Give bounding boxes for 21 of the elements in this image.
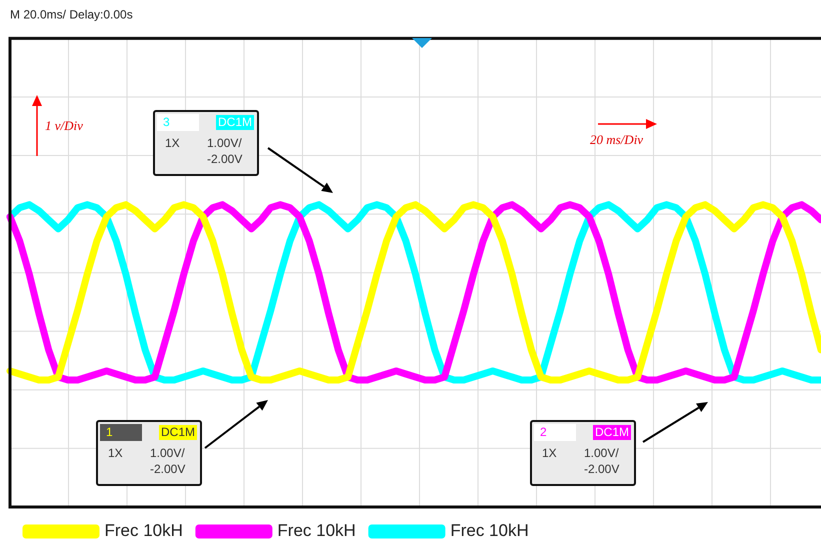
chart-title: M 20.0ms/ Delay:0.00s	[10, 8, 133, 22]
text: 1 v/Div	[45, 118, 83, 134]
text: 1X	[165, 136, 180, 150]
annotation: 1.00V/	[150, 446, 185, 460]
text: 3	[157, 114, 199, 131]
text: 1.00V/	[207, 136, 242, 150]
annotation: DC1M	[592, 425, 631, 440]
annotation: 1	[100, 424, 142, 441]
legend-label: Frec 10kH	[277, 521, 356, 540]
legend-label: Frec 10kH	[104, 521, 183, 540]
annotation: 2	[534, 424, 576, 441]
annotation: DC1M	[158, 425, 197, 440]
annotation: 1X	[108, 446, 123, 460]
annotation: 1X	[542, 446, 557, 460]
annotation: 1.00V/	[584, 446, 619, 460]
legend-label: Frec 10kH	[450, 521, 529, 540]
text: 20 ms/Div	[590, 132, 644, 148]
annotation: -2.00V	[584, 462, 620, 476]
text: -2.00V	[207, 152, 242, 166]
text: DC1M	[216, 115, 254, 130]
annotation: -2.00V	[150, 462, 186, 476]
